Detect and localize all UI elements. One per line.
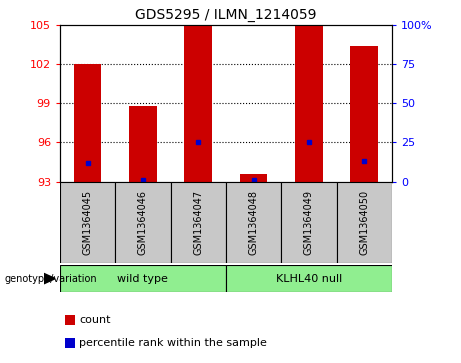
Bar — [115, 182, 171, 263]
Text: GSM1364048: GSM1364048 — [248, 190, 259, 255]
Bar — [281, 182, 337, 263]
Bar — [226, 182, 281, 263]
Bar — [171, 182, 226, 263]
Bar — [184, 25, 212, 182]
Text: GSM1364047: GSM1364047 — [193, 190, 203, 255]
Bar — [295, 25, 323, 182]
Title: GDS5295 / ILMN_1214059: GDS5295 / ILMN_1214059 — [135, 8, 317, 22]
Bar — [226, 265, 392, 292]
Bar — [60, 265, 226, 292]
Bar — [129, 106, 157, 182]
Text: genotype/variation: genotype/variation — [5, 274, 97, 284]
Text: GSM1364049: GSM1364049 — [304, 190, 314, 255]
Text: KLHL40 null: KLHL40 null — [276, 274, 342, 284]
Bar — [240, 174, 267, 182]
Bar — [350, 46, 378, 182]
Text: count: count — [79, 315, 111, 325]
Text: GSM1364050: GSM1364050 — [359, 190, 369, 255]
Text: wild type: wild type — [118, 274, 168, 284]
Bar — [60, 182, 115, 263]
Bar — [74, 65, 101, 182]
Polygon shape — [44, 273, 55, 284]
Bar — [337, 182, 392, 263]
Text: GSM1364045: GSM1364045 — [83, 190, 93, 255]
Text: GSM1364046: GSM1364046 — [138, 190, 148, 255]
Text: percentile rank within the sample: percentile rank within the sample — [79, 338, 267, 348]
